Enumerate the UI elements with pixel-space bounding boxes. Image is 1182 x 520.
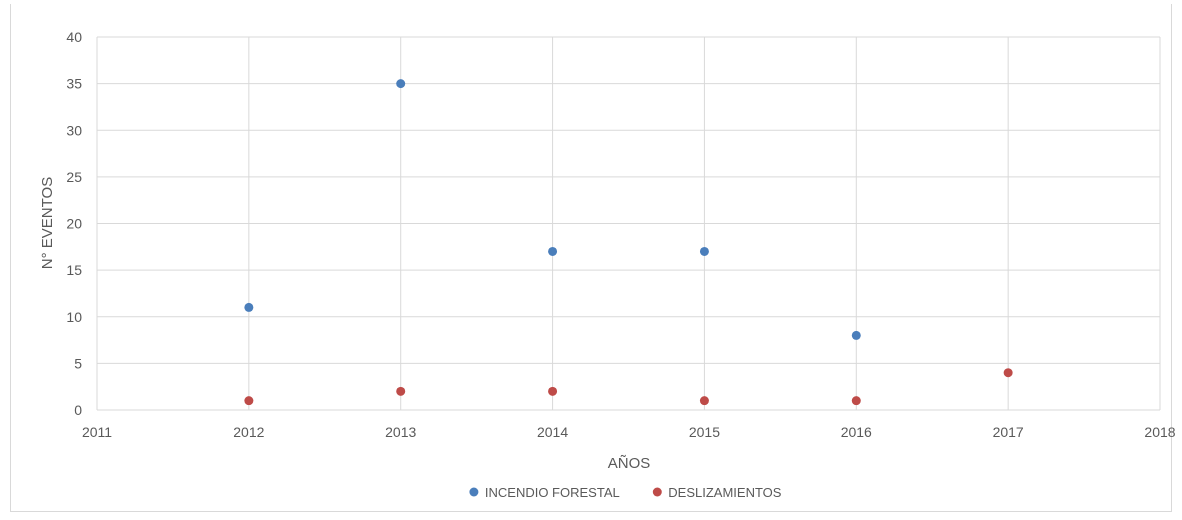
data-point-deslizamientos <box>396 386 406 396</box>
x-tick-label: 2016 <box>841 424 872 440</box>
legend: INCENDIO FORESTAL DESLIZAMIENTOS <box>469 485 782 500</box>
x-tick-label: 2011 <box>82 424 112 440</box>
chart-border <box>10 4 1172 512</box>
data-point-deslizamientos <box>699 396 709 406</box>
x-tick-label: 2013 <box>385 424 416 440</box>
y-axis-title: N° EVENTOS <box>39 177 56 269</box>
y-tick-label: 35 <box>66 76 82 92</box>
legend-label: INCENDIO FORESTAL <box>485 485 620 500</box>
y-tick-label: 40 <box>66 29 82 45</box>
data-point-deslizamientos <box>548 386 558 396</box>
grid-lines <box>97 36 1161 410</box>
legend-label: DESLIZAMIENTOS <box>668 485 782 500</box>
legend-marker <box>652 487 662 497</box>
y-tick-labels: 0 5 10 15 20 25 30 35 40 <box>66 29 82 418</box>
y-tick-label: 5 <box>74 355 82 371</box>
y-tick-label: 15 <box>66 262 82 278</box>
data-point-incendio-forestal <box>548 246 558 256</box>
x-tick-label: 2014 <box>537 424 568 440</box>
x-tick-label: 2015 <box>689 424 720 440</box>
data-point-deslizamientos <box>851 396 861 406</box>
y-tick-label: 0 <box>74 402 82 418</box>
data-point-incendio-forestal <box>699 246 709 256</box>
x-tick-label: 2012 <box>233 424 264 440</box>
data-point-incendio-forestal <box>851 330 861 340</box>
y-tick-label: 20 <box>66 216 82 232</box>
legend-marker <box>469 487 479 497</box>
data-point-deslizamientos <box>1003 368 1013 378</box>
data-point-deslizamientos <box>244 396 254 406</box>
data-points <box>244 79 1013 406</box>
y-tick-label: 25 <box>66 169 82 185</box>
data-point-incendio-forestal <box>396 79 406 89</box>
axes <box>96 37 1160 411</box>
data-point-incendio-forestal <box>244 302 254 312</box>
y-tick-label: 10 <box>66 309 82 325</box>
x-axis-title: AÑOS <box>608 455 651 472</box>
x-tick-label: 2017 <box>993 424 1024 440</box>
x-tick-label: 2018 <box>1144 424 1175 440</box>
y-tick-label: 30 <box>66 122 82 138</box>
x-tick-labels: 2011 2012 2013 2014 2015 2016 2017 2018 <box>82 424 1176 440</box>
